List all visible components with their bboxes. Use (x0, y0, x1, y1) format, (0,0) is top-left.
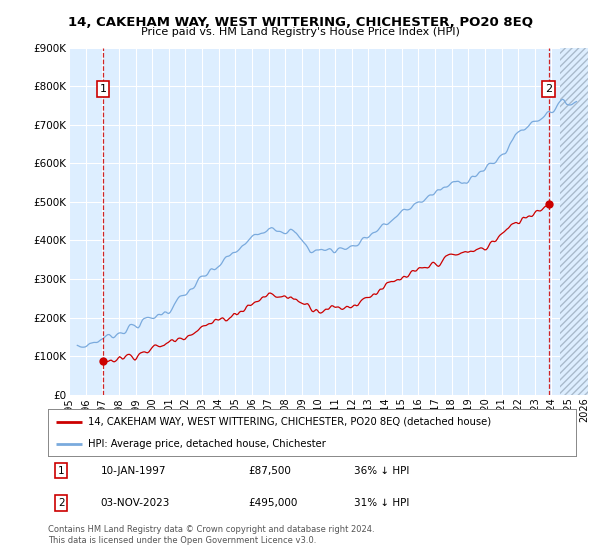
Text: 36% ↓ HPI: 36% ↓ HPI (354, 465, 410, 475)
Text: Contains HM Land Registry data © Crown copyright and database right 2024.
This d: Contains HM Land Registry data © Crown c… (48, 525, 374, 545)
Text: £495,000: £495,000 (248, 498, 298, 508)
Text: Price paid vs. HM Land Registry's House Price Index (HPI): Price paid vs. HM Land Registry's House … (140, 27, 460, 37)
Text: 2: 2 (545, 84, 553, 94)
Text: HPI: Average price, detached house, Chichester: HPI: Average price, detached house, Chic… (88, 438, 325, 449)
Text: 2: 2 (58, 498, 65, 508)
Text: 10-JAN-1997: 10-JAN-1997 (101, 465, 166, 475)
Text: 1: 1 (58, 465, 65, 475)
Text: 1: 1 (100, 84, 106, 94)
Text: 03-NOV-2023: 03-NOV-2023 (101, 498, 170, 508)
Text: 31% ↓ HPI: 31% ↓ HPI (354, 498, 410, 508)
Text: 14, CAKEHAM WAY, WEST WITTERING, CHICHESTER, PO20 8EQ (detached house): 14, CAKEHAM WAY, WEST WITTERING, CHICHES… (88, 417, 491, 427)
Text: £87,500: £87,500 (248, 465, 292, 475)
Text: 14, CAKEHAM WAY, WEST WITTERING, CHICHESTER, PO20 8EQ: 14, CAKEHAM WAY, WEST WITTERING, CHICHES… (67, 16, 533, 29)
